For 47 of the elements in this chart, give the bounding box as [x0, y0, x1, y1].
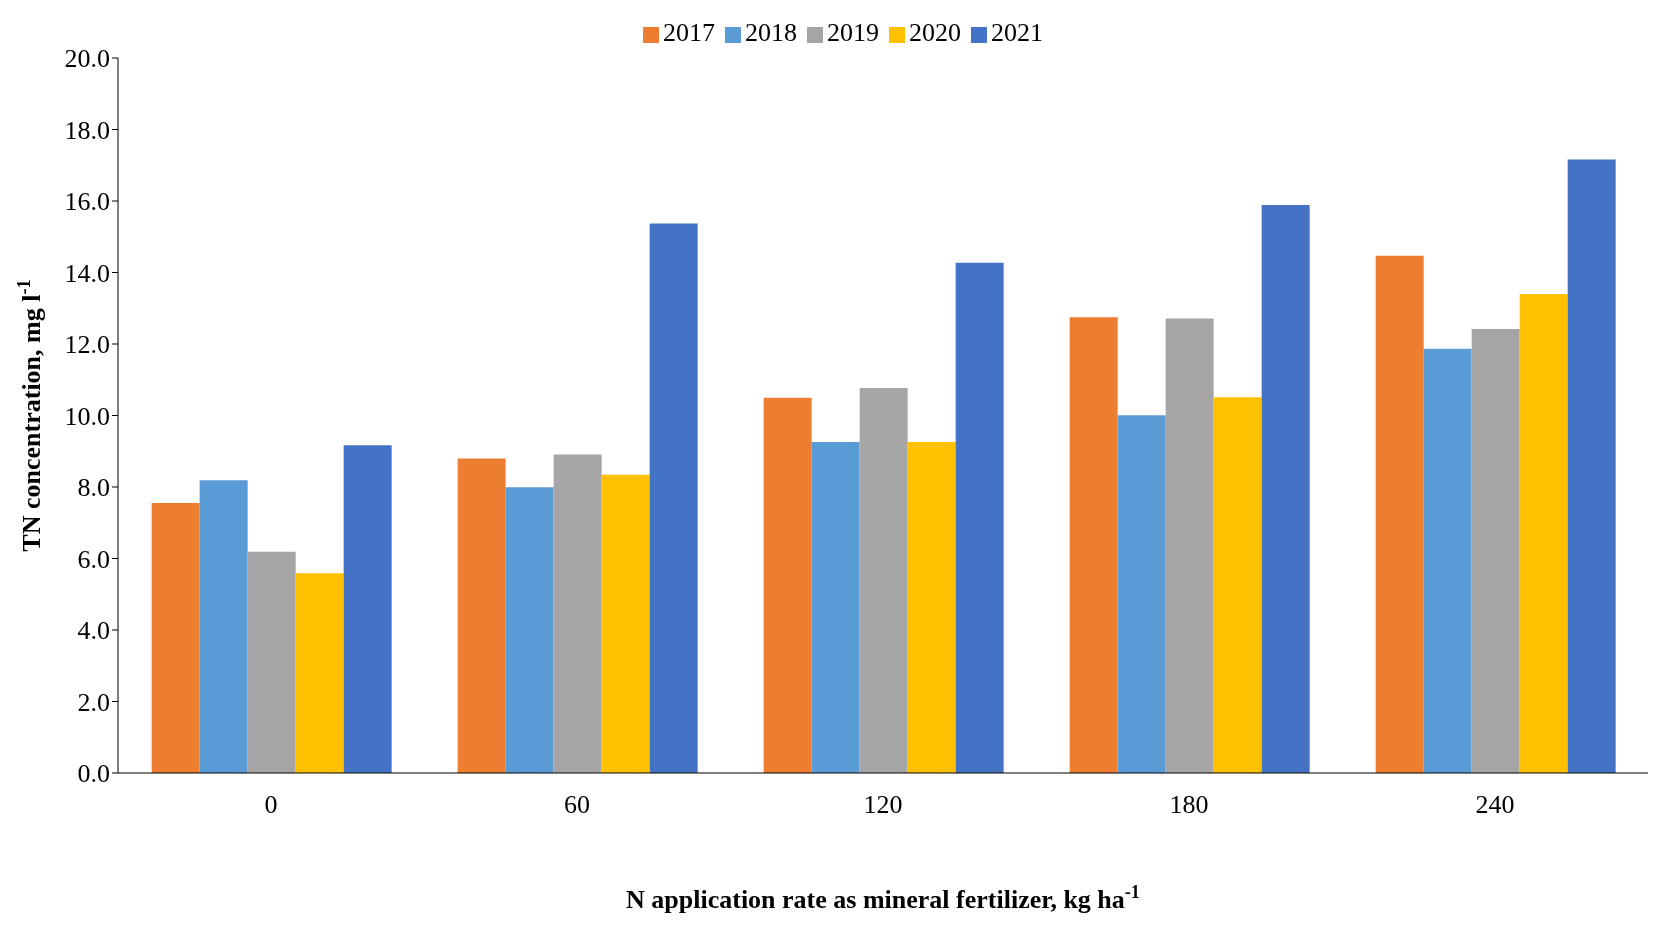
bar	[1069, 317, 1118, 773]
bar	[505, 487, 554, 773]
bar	[1261, 204, 1310, 773]
y-tick-label: 8.0	[77, 473, 110, 503]
y-tick-label: 0.0	[77, 759, 110, 789]
bar	[1165, 318, 1214, 773]
y-tick-label: 16.0	[64, 187, 110, 217]
legend-label: 2018	[745, 18, 797, 47]
x-tick-label: 60	[564, 790, 590, 820]
bar	[1423, 348, 1472, 773]
y-tick-label: 6.0	[77, 544, 110, 574]
bar	[553, 454, 602, 773]
y-tick-label: 14.0	[64, 258, 110, 288]
bar	[1519, 293, 1568, 773]
bar	[649, 223, 698, 773]
y-tick-label: 20.0	[64, 44, 110, 74]
x-tick-label: 180	[1169, 790, 1209, 820]
bar	[811, 441, 860, 773]
x-axis-title: N application rate as mineral fertilizer, kg ha$^{-1}$	[626, 882, 1140, 914]
bar	[907, 441, 956, 773]
bar	[247, 551, 296, 773]
x-tick-label: 120	[863, 790, 903, 820]
bar	[601, 474, 650, 773]
bar	[859, 387, 908, 773]
bar	[955, 262, 1004, 773]
y-tick-label: 4.0	[77, 616, 110, 646]
legend-label: 2017	[663, 18, 715, 47]
bar	[1375, 255, 1424, 773]
y-tick-label: 2.0	[77, 687, 110, 717]
y-tick-label: 10.0	[64, 401, 110, 431]
bar	[763, 397, 812, 773]
bar	[1471, 328, 1520, 773]
x-tick-label: 240	[1475, 790, 1515, 820]
y-tick-label: 18.0	[64, 115, 110, 145]
bar	[151, 503, 200, 773]
legend-label: 2021	[991, 18, 1043, 47]
bar	[343, 445, 392, 773]
bar	[295, 573, 344, 773]
x-tick-label: 0	[264, 790, 278, 820]
bar	[457, 458, 506, 773]
bar	[199, 480, 248, 773]
y-tick-label: 12.0	[64, 330, 110, 360]
legend-label: 2020	[909, 18, 961, 47]
legend-label: 2019	[827, 18, 879, 47]
bar	[1567, 159, 1616, 773]
bar	[1117, 415, 1166, 773]
bar	[1213, 397, 1262, 773]
